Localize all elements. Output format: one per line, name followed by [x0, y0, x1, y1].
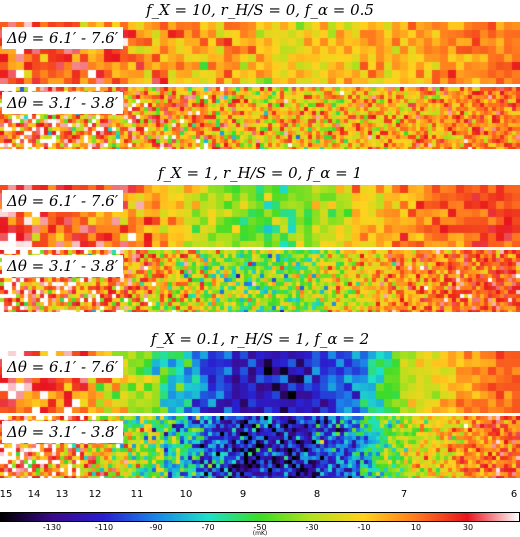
- colorbar-tick: -90: [149, 523, 163, 532]
- redshift-tick: 9: [239, 489, 247, 500]
- map-label: Δθ = 3.1′ - 3.8′: [2, 92, 124, 114]
- colorbar-tick: 30: [462, 523, 474, 532]
- map-label: Δθ = 6.1′ - 7.6′: [2, 356, 124, 378]
- redshift-tick: 12: [88, 489, 102, 500]
- redshift-tick: 15: [0, 489, 13, 500]
- redshift-axis: 15 14 13 12 11 10 9 8 7 6: [0, 489, 520, 503]
- map-label: Δθ = 3.1′ - 3.8′: [2, 421, 124, 443]
- colorbar-unit: (mK): [252, 530, 268, 537]
- panel-title-3: f_X = 0.1, r_H/S = 1, f_α = 2: [150, 330, 370, 348]
- map-label: Δθ = 6.1′ - 7.6′: [2, 190, 124, 212]
- redshift-tick: 8: [313, 489, 321, 500]
- temperature-colorbar: [0, 512, 520, 522]
- map-label: Δθ = 3.1′ - 3.8′: [2, 255, 124, 277]
- colorbar-tick: -110: [94, 523, 114, 532]
- redshift-tick: 6: [510, 489, 518, 500]
- redshift-tick: 11: [130, 489, 144, 500]
- redshift-tick: 10: [179, 489, 193, 500]
- colorbar-tick: -10: [357, 523, 371, 532]
- colorbar-tick: -130: [42, 523, 62, 532]
- colorbar-tick: -30: [305, 523, 319, 532]
- colorbar-tick: -70: [201, 523, 215, 532]
- redshift-tick: 14: [27, 489, 41, 500]
- redshift-tick: 7: [400, 489, 408, 500]
- map-label: Δθ = 6.1′ - 7.6′: [2, 27, 124, 49]
- colorbar-tick: -50: [253, 523, 267, 532]
- redshift-tick: 13: [55, 489, 69, 500]
- panel-title-2: f_X = 1, r_H/S = 0, f_α = 1: [157, 164, 362, 182]
- panel-title-1: f_X = 10, r_H/S = 0, f_α = 0.5: [146, 1, 374, 19]
- colorbar-tick: 10: [410, 523, 422, 532]
